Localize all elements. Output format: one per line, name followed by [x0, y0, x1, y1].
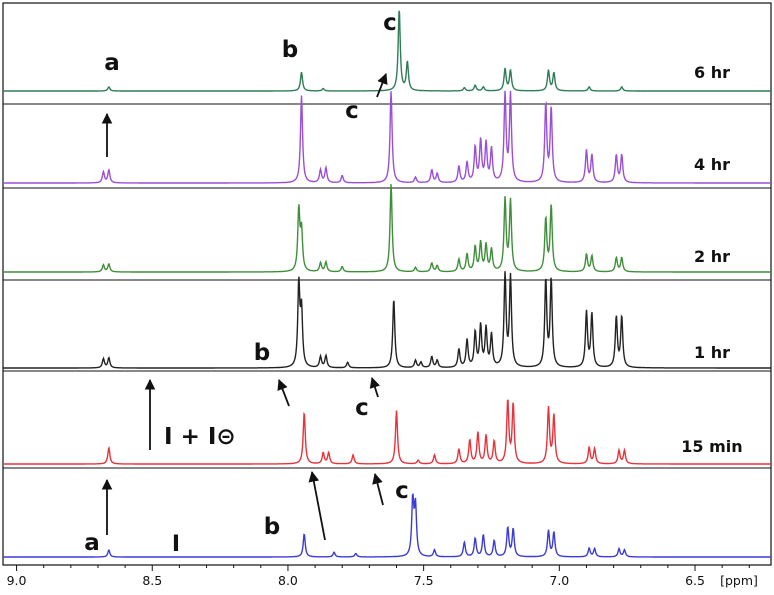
arrow [372, 472, 384, 506]
peak-label: c [395, 478, 409, 504]
compound-marker: I [172, 532, 180, 557]
spectrum-6-hr [3, 10, 771, 92]
series-label: 15 min [681, 437, 742, 456]
arrow [369, 376, 381, 398]
annotations: 6 hr 4 hr 2 hr 1 hr 15 min a b c b c c c a b I + I⊝ I [84, 10, 742, 557]
peak-label: a [104, 50, 120, 76]
x-axis: 9.0 8.5 8.0 7.5 7.0 6.5 [ppm] [7, 565, 758, 588]
compound-annotation: I + I⊝ [164, 424, 236, 450]
spectra [3, 10, 771, 558]
arrow [308, 470, 326, 541]
x-tick-label: 8.5 [142, 573, 162, 588]
spectrum-4-hr [3, 90, 771, 184]
plot-frame [2, 2, 772, 566]
x-tick-label: 9.0 [7, 573, 27, 588]
peak-label: c [355, 395, 369, 421]
spectrum-2-hr [3, 184, 771, 273]
arrow [277, 378, 290, 407]
series-label: 6 hr [694, 63, 730, 82]
peak-label: c [345, 98, 359, 124]
x-tick-label: 6.5 [685, 573, 705, 588]
series-label: 1 hr [694, 343, 730, 362]
peak-label: b [254, 340, 270, 366]
separators [3, 103, 771, 469]
spectrum-bottom [3, 493, 771, 558]
x-tick-label: 7.0 [549, 573, 569, 588]
x-tick-label: 7.5 [414, 573, 434, 588]
x-unit-label: [ppm] [720, 573, 758, 588]
peak-label: c [383, 10, 397, 36]
spectrum-1-hr [3, 271, 771, 369]
peak-label: b [264, 514, 280, 540]
series-label: 2 hr [694, 247, 730, 266]
x-tick-label: 8.0 [278, 573, 298, 588]
arrow [376, 72, 388, 98]
spectrum-15-min [3, 399, 771, 465]
series-label: 4 hr [694, 155, 730, 174]
peak-label: a [84, 530, 100, 556]
peak-label: b [282, 37, 298, 63]
